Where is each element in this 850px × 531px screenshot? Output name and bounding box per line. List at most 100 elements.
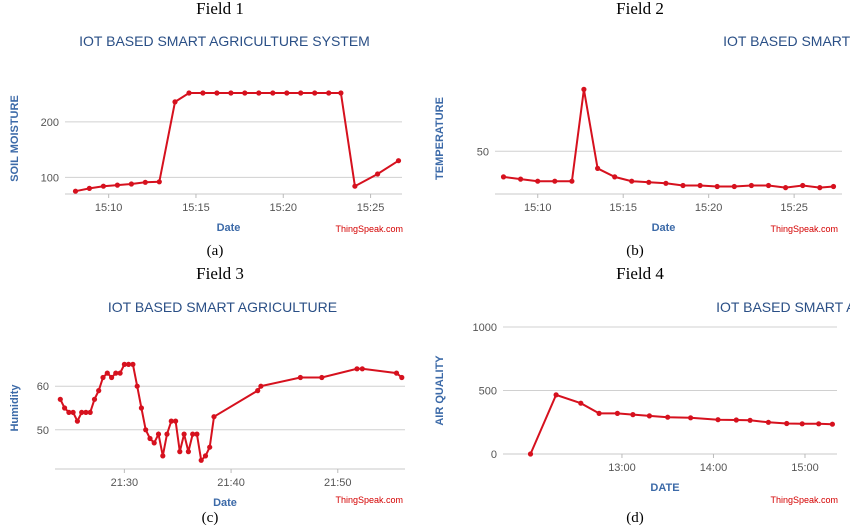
data-point xyxy=(91,396,98,402)
x-tick-label: 15:25 xyxy=(357,202,385,214)
data-point xyxy=(109,374,115,381)
thingspeak-credit: ThingSpeak.com xyxy=(770,495,838,505)
data-point xyxy=(714,183,720,190)
data-point xyxy=(200,90,206,96)
y-tick-label: 500 xyxy=(479,386,497,398)
data-point xyxy=(57,396,63,402)
data-point xyxy=(326,90,332,96)
data-point xyxy=(185,449,191,455)
data-point xyxy=(816,421,822,427)
data-point xyxy=(104,370,110,376)
chart-air-quality: IOT BASED SMART AGRICULTURE SYSTEM 0 500 10… xyxy=(434,299,850,505)
y-axis-label: AIR QUALITY xyxy=(434,355,446,426)
field-title-b: Field 2 xyxy=(616,0,664,18)
data-point xyxy=(783,185,789,191)
x-tick-label: 15:15 xyxy=(609,202,637,214)
data-point xyxy=(70,409,76,415)
data-point xyxy=(214,90,220,96)
data-point xyxy=(177,449,183,455)
x-tick-label: 15:10 xyxy=(524,202,552,214)
data-point xyxy=(352,183,358,189)
data-point xyxy=(731,183,737,190)
x-axis-label: Date xyxy=(217,222,241,234)
data-point xyxy=(87,409,93,415)
x-tick-label: 21:30 xyxy=(111,477,139,489)
data-point xyxy=(319,374,325,381)
caption-b: (b) xyxy=(626,243,644,259)
data-point xyxy=(553,392,559,398)
data-point xyxy=(100,183,106,189)
chart-humidity: IOT BASED SMART AGRICULTURE 50 60 21:30 21:4… xyxy=(9,299,405,509)
y-axis-label: TEMPERATURE xyxy=(434,97,446,180)
data-point xyxy=(578,400,584,406)
data-point xyxy=(138,405,144,411)
data-point xyxy=(569,178,575,184)
series-line xyxy=(75,92,400,193)
data-point xyxy=(646,413,652,419)
data-point xyxy=(190,431,196,437)
data-point xyxy=(765,182,772,189)
data-point xyxy=(799,421,805,427)
series-line xyxy=(503,89,834,189)
data-point xyxy=(126,361,132,367)
data-point xyxy=(665,414,671,420)
y-tick-label: 200 xyxy=(41,117,59,129)
data-point xyxy=(164,431,170,437)
y-axis-label: SOIL MOISTURE xyxy=(9,95,21,182)
data-point xyxy=(612,174,618,180)
data-point xyxy=(74,418,80,424)
data-point xyxy=(646,179,652,185)
x-tick-label: 13:00 xyxy=(608,462,636,474)
data-point xyxy=(399,374,405,381)
data-point xyxy=(395,158,402,164)
data-point xyxy=(527,451,534,457)
data-point xyxy=(338,90,344,96)
data-point xyxy=(359,366,365,372)
data-point xyxy=(284,90,290,96)
data-point xyxy=(114,182,120,188)
data-point xyxy=(72,188,79,194)
data-point xyxy=(151,440,157,446)
data-point xyxy=(66,409,72,415)
data-point xyxy=(113,370,119,376)
data-point xyxy=(581,86,587,92)
data-point xyxy=(181,431,187,437)
data-point xyxy=(688,415,694,421)
data-point xyxy=(83,409,89,415)
data-point xyxy=(168,418,174,424)
data-point xyxy=(354,366,360,372)
field-title-a: Field 1 xyxy=(196,0,244,18)
x-tick-label: 15:10 xyxy=(95,202,123,214)
data-point xyxy=(147,435,153,442)
data-point xyxy=(747,417,753,423)
x-axis-label: Date xyxy=(213,497,237,509)
data-point xyxy=(663,180,669,186)
y-tick-label: 50 xyxy=(37,425,49,437)
data-point xyxy=(697,182,703,189)
data-point xyxy=(630,412,636,418)
data-point xyxy=(142,179,148,185)
y-tick-label: 50 xyxy=(477,146,489,158)
data-point xyxy=(256,90,262,96)
data-point xyxy=(596,410,602,416)
data-point xyxy=(121,361,127,367)
x-tick-label: 14:00 xyxy=(700,462,728,474)
data-point xyxy=(800,182,806,189)
data-point xyxy=(715,417,721,423)
data-point xyxy=(186,90,192,96)
data-point xyxy=(156,179,162,185)
data-point xyxy=(614,410,620,416)
x-axis-label: Date xyxy=(652,222,676,234)
data-point xyxy=(79,409,85,415)
x-tick-label: 15:15 xyxy=(182,202,210,214)
y-tick-label: 100 xyxy=(41,172,59,184)
y-tick-label: 0 xyxy=(491,449,497,461)
thingspeak-credit: ThingSpeak.com xyxy=(335,224,403,234)
thingspeak-credit: ThingSpeak.com xyxy=(770,224,838,234)
data-point xyxy=(143,427,149,433)
data-point xyxy=(134,383,140,389)
data-point xyxy=(173,418,179,424)
data-point xyxy=(130,361,136,367)
data-point xyxy=(270,90,276,96)
data-point xyxy=(62,405,68,411)
